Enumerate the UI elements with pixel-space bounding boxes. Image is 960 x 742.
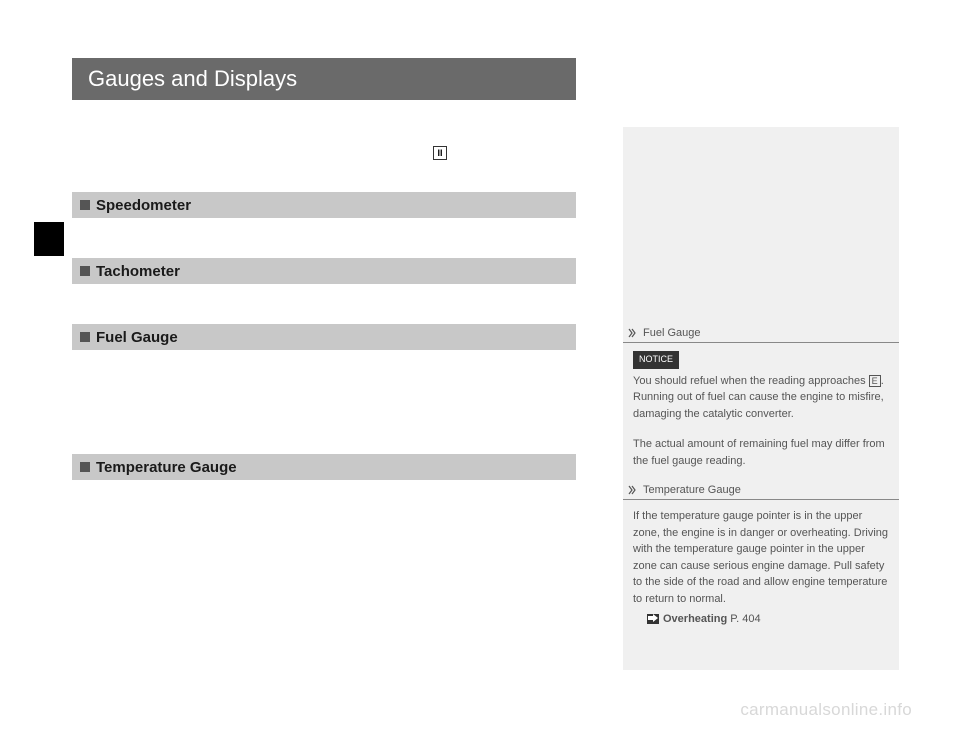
section-marker-icon — [80, 462, 90, 472]
section-marker-icon — [80, 332, 90, 342]
section-tachometer: Tachometer — [72, 258, 576, 284]
section-temperature-gauge: Temperature Gauge — [72, 454, 576, 480]
reference-label: Overheating — [663, 613, 727, 625]
reference-page: P. 404 — [730, 613, 760, 625]
additional-text: The actual amount of remaining fuel may … — [633, 436, 889, 469]
page-title-bar: Gauges and Displays — [72, 58, 576, 100]
sidebar-spacer — [623, 127, 899, 324]
section-fuel-gauge-title: Fuel Gauge — [96, 329, 178, 346]
section-marker-icon — [80, 266, 90, 276]
section-speedometer-title: Speedometer — [96, 197, 191, 214]
reference-line: Overheating P. 404 — [633, 611, 889, 628]
section-speedometer: Speedometer — [72, 192, 576, 218]
reference-arrow-icon — [647, 614, 659, 624]
side-tab — [34, 222, 64, 256]
sidebar-temperature-gauge-title: Temperature Gauge — [643, 484, 741, 496]
sidebar-temperature-gauge-content: If the temperature gauge pointer is in t… — [623, 500, 899, 636]
section-marker-icon — [80, 200, 90, 210]
double-chevron-icon — [627, 327, 639, 339]
sidebar-fuel-gauge-title: Fuel Gauge — [643, 327, 700, 339]
temperature-body-text: If the temperature gauge pointer is in t… — [633, 508, 889, 607]
sidebar-fuel-gauge-content: NOTICE You should refuel when the readin… — [623, 343, 899, 477]
notice-text-before: You should refuel when the reading appro… — [633, 375, 869, 387]
section-tachometer-title: Tachometer — [96, 263, 180, 280]
notice-text: You should refuel when the reading appro… — [633, 373, 889, 423]
e-box-icon: E — [869, 375, 881, 388]
page-title: Gauges and Displays — [88, 66, 297, 92]
ignition-symbol: II — [437, 148, 442, 158]
sidebar-temperature-gauge-header: Temperature Gauge — [623, 481, 899, 500]
section-temperature-gauge-title: Temperature Gauge — [96, 459, 237, 476]
section-fuel-gauge: Fuel Gauge — [72, 324, 576, 350]
double-chevron-icon — [627, 484, 639, 496]
watermark: carmanualsonline.info — [740, 700, 912, 720]
page-container: Gauges and Displays II Speedometer Tacho… — [0, 0, 960, 742]
sidebar-fuel-gauge-header: Fuel Gauge — [623, 324, 899, 343]
notice-badge: NOTICE — [633, 351, 679, 369]
ignition-icon: II — [433, 146, 447, 160]
sidebar: Fuel Gauge NOTICE You should refuel when… — [623, 127, 899, 670]
